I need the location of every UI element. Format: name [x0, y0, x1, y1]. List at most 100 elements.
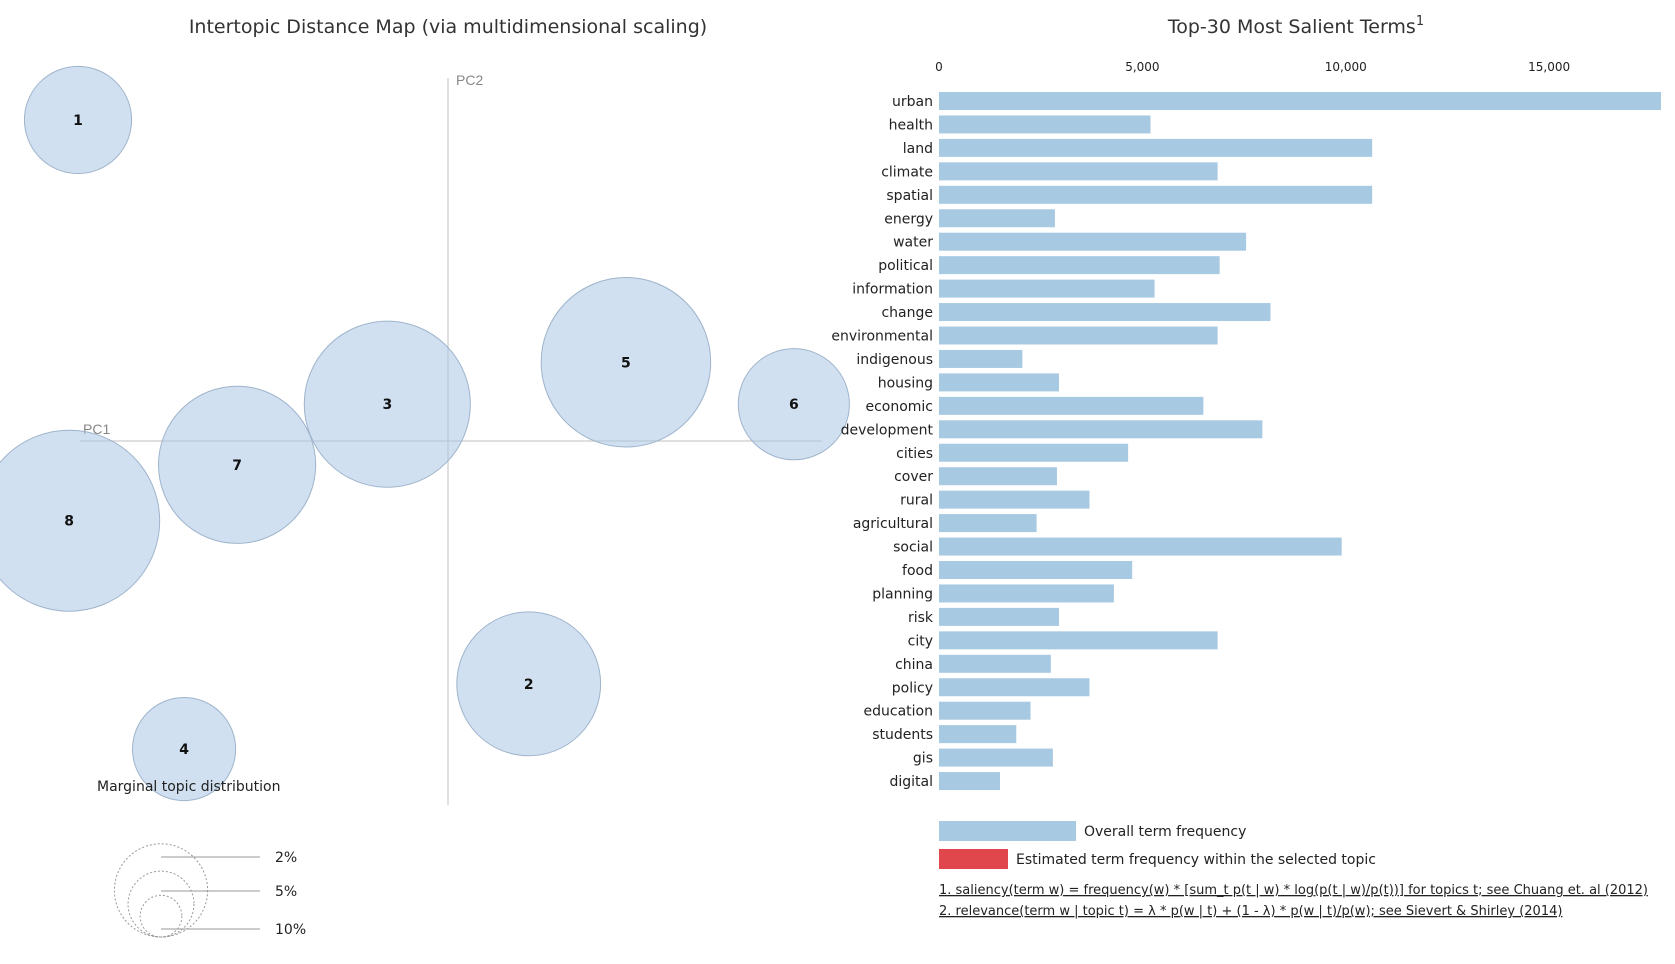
- term-label-education[interactable]: education: [864, 704, 933, 720]
- size-legend-circle-2: [139, 894, 183, 938]
- topic-label-3: 3: [382, 397, 392, 413]
- term-bar-cities[interactable]: [939, 443, 1129, 462]
- term-label-gis[interactable]: gis: [913, 751, 933, 767]
- term-label-rural[interactable]: rural: [900, 493, 933, 509]
- term-bar-china[interactable]: [939, 654, 1051, 673]
- term-label-cities[interactable]: cities: [896, 446, 933, 462]
- term-bar-land[interactable]: [939, 138, 1373, 157]
- term-label-political[interactable]: political: [878, 258, 933, 274]
- size-legend-label-5: 5%: [275, 884, 297, 900]
- term-bar-digital[interactable]: [939, 772, 1001, 791]
- x-tick-label: 5,000: [1125, 60, 1159, 74]
- term-label-students[interactable]: students: [872, 727, 933, 743]
- term-label-food[interactable]: food: [902, 563, 933, 579]
- term-bar-housing[interactable]: [939, 373, 1059, 392]
- term-bar-climate[interactable]: [939, 162, 1218, 181]
- footnote-relevance[interactable]: 2. relevance(term w | topic t) = λ * p(w…: [939, 904, 1562, 919]
- term-bar-environmental[interactable]: [939, 326, 1218, 345]
- topic-circle-1[interactable]: [23, 65, 133, 175]
- topic-circle-8[interactable]: [0, 429, 161, 612]
- term-bar-social[interactable]: [939, 537, 1342, 556]
- term-label-urban[interactable]: urban: [892, 94, 933, 110]
- term-label-digital[interactable]: digital: [889, 774, 933, 790]
- topic-circle-3[interactable]: [303, 320, 471, 488]
- term-label-cover[interactable]: cover: [894, 469, 933, 485]
- term-label-economic[interactable]: economic: [865, 399, 933, 415]
- legend-overall-label: Overall term frequency: [1084, 824, 1246, 840]
- term-bar-spatial[interactable]: [939, 185, 1373, 204]
- map-title: Intertopic Distance Map (via multidimens…: [189, 16, 707, 38]
- marginal-title: Marginal topic distribution: [97, 779, 281, 795]
- x-tick-label: 15,000: [1528, 60, 1570, 74]
- topic-circles: 1 2 3 4 5 6 7 8: [0, 65, 850, 802]
- term-label-information[interactable]: information: [852, 282, 933, 298]
- topic-label-2: 2: [524, 677, 534, 693]
- term-bar-political[interactable]: [939, 256, 1220, 275]
- term-bar-students[interactable]: [939, 725, 1017, 744]
- term-label-spatial[interactable]: spatial: [886, 188, 933, 204]
- term-label-housing[interactable]: housing: [878, 375, 933, 391]
- salient-terms-chart: Top-30 Most Salient Terms1 0 5,000 10,000 1…: [831, 14, 1661, 919]
- size-legend-circle-10: [113, 843, 209, 938]
- topic-circle-7[interactable]: [157, 385, 317, 544]
- size-legend: 2% 5% 10%: [113, 843, 306, 938]
- term-bar-gis[interactable]: [939, 748, 1053, 767]
- size-legend-label-2: 2%: [275, 850, 297, 866]
- term-label-water[interactable]: water: [893, 235, 933, 251]
- term-label-agricultural[interactable]: agricultural: [853, 516, 933, 532]
- term-label-social[interactable]: social: [893, 540, 933, 556]
- term-label-indigenous[interactable]: indigenous: [856, 352, 933, 368]
- term-label-change[interactable]: change: [881, 305, 933, 321]
- term-label-planning[interactable]: planning: [872, 586, 933, 602]
- x-axis-ticks: 0 5,000 10,000 15,000: [935, 60, 1570, 74]
- term-label-policy[interactable]: policy: [892, 680, 933, 696]
- topic-circle-4[interactable]: [132, 697, 237, 802]
- term-bar-city[interactable]: [939, 631, 1218, 650]
- term-bar-education[interactable]: [939, 701, 1031, 720]
- term-bar-agricultural[interactable]: [939, 514, 1037, 533]
- term-label-health[interactable]: health: [889, 117, 933, 133]
- pc2-label: PC2: [456, 72, 483, 88]
- term-bar-water[interactable]: [939, 232, 1247, 251]
- marginal-topic-distribution: Marginal topic distribution 2% 5% 10%: [97, 779, 306, 938]
- term-bar-energy[interactable]: [939, 209, 1055, 228]
- topic-circle-2[interactable]: [456, 611, 602, 757]
- term-label-risk[interactable]: risk: [908, 610, 934, 626]
- term-bar-development[interactable]: [939, 420, 1263, 439]
- term-bar-cover[interactable]: [939, 467, 1057, 486]
- term-bar-information[interactable]: [939, 279, 1155, 298]
- topic-label-7: 7: [232, 458, 242, 474]
- footnote-saliency[interactable]: 1. saliency(term w) = frequency(w) * [su…: [939, 883, 1648, 898]
- size-legend-circle-5: [127, 870, 195, 938]
- term-bars: urban health land climate spatial energy water…: [831, 92, 1661, 791]
- x-tick-label: 0: [935, 60, 943, 74]
- term-bar-economic[interactable]: [939, 396, 1204, 415]
- term-label-climate[interactable]: climate: [881, 164, 933, 180]
- term-bar-rural[interactable]: [939, 490, 1090, 509]
- term-label-city[interactable]: city: [908, 633, 933, 649]
- term-label-land[interactable]: land: [903, 141, 933, 157]
- term-bar-risk[interactable]: [939, 607, 1059, 626]
- term-bar-change[interactable]: [939, 303, 1271, 322]
- topic-circle-5[interactable]: [540, 277, 712, 448]
- topic-label-4: 4: [179, 742, 189, 758]
- legend-topic-swatch: [939, 849, 1008, 869]
- term-label-energy[interactable]: energy: [884, 211, 933, 227]
- x-tick-label: 10,000: [1325, 60, 1367, 74]
- term-label-environmental[interactable]: environmental: [831, 329, 933, 345]
- term-bar-food[interactable]: [939, 561, 1133, 579]
- term-bar-indigenous[interactable]: [939, 349, 1023, 368]
- size-legend-label-10: 10%: [275, 922, 306, 938]
- term-bar-health[interactable]: [939, 115, 1151, 134]
- term-label-development[interactable]: development: [841, 422, 934, 438]
- term-label-china[interactable]: china: [895, 657, 933, 673]
- topic-label-5: 5: [621, 355, 631, 371]
- term-bar-planning[interactable]: [939, 584, 1114, 603]
- topic-label-8: 8: [64, 514, 74, 530]
- term-bar-urban[interactable]: [939, 92, 1661, 110]
- topic-circle-6[interactable]: [737, 348, 850, 461]
- legend-overall-swatch: [939, 821, 1076, 841]
- term-bar-policy[interactable]: [939, 678, 1090, 697]
- topic-label-1: 1: [73, 113, 83, 129]
